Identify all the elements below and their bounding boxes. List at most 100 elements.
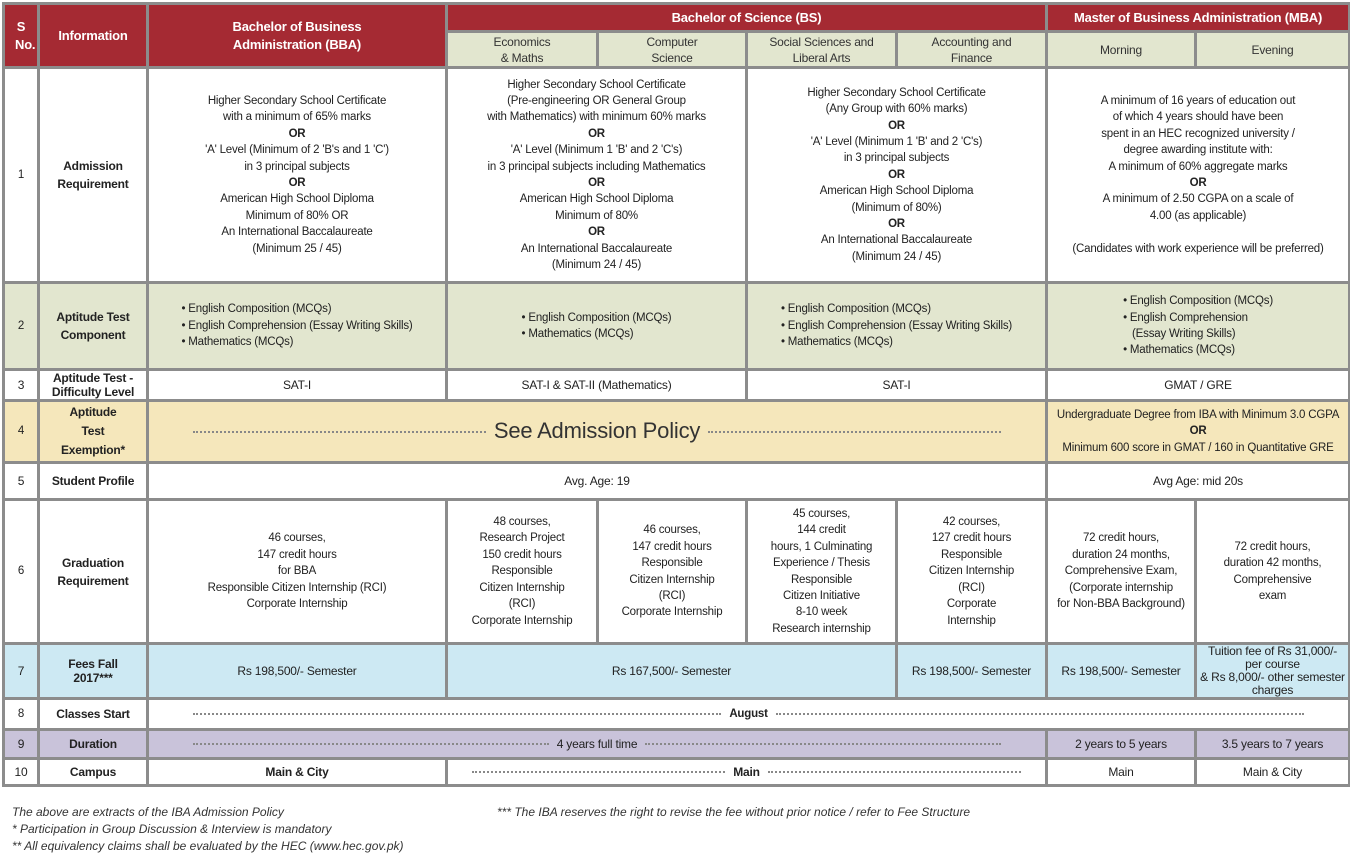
row-difficulty-level: 3 Aptitude Test - Difficulty Level SAT-I…: [2, 368, 1350, 402]
footnote-hec: ** All equivalency claims shall be evalu…: [12, 839, 404, 853]
undergrad-duration: 4 years full time: [556, 736, 638, 751]
row-campus: 10 Campus Main & City Main Main Main & C…: [2, 757, 1350, 787]
row-number: 3: [2, 368, 40, 402]
text-line: with a minimum of 65% marks: [223, 111, 371, 124]
text-line: • English Comprehension: [1123, 311, 1248, 324]
text-line: (Pre-engineering OR General Group: [507, 94, 686, 107]
or-separator: OR: [888, 218, 905, 231]
text-line: in 3 principal subjects including Mathem…: [487, 160, 706, 173]
row-graduation-requirement: 6 Graduation Requirement 46 courses, 147…: [2, 498, 1350, 645]
or-separator: OR: [288, 177, 306, 189]
text-line: • English Composition (MCQs): [1123, 295, 1273, 308]
bs-campus: Main: [733, 764, 760, 779]
row-label: Duration: [37, 728, 149, 760]
bba-difficulty: SAT-I: [146, 368, 448, 402]
text-line: in 3 principal subjects: [843, 152, 950, 165]
text-line: spent in an HEC recognized university /: [1101, 127, 1295, 140]
mba-exemption: Undergraduate Degree from IBA with Minim…: [1044, 399, 1350, 464]
mba-profile: Avg Age: mid 20s: [1044, 461, 1350, 501]
header-information: Information: [37, 2, 149, 69]
row-label: Admission Requirement: [37, 66, 149, 284]
bs-econ-cs-difficulty: SAT-I & SAT-II (Mathematics): [445, 368, 748, 402]
mba-morning-fee: Rs 198,500/- Semester: [1045, 642, 1197, 700]
text-line: A minimum of 60% aggregate marks: [1108, 160, 1288, 173]
bs-ss-af-difficulty: SAT-I: [745, 368, 1048, 402]
text-line: of which 4 years should have been: [1112, 111, 1284, 124]
header-mba: Master of Business Administration (MBA): [1044, 2, 1350, 33]
bs-econ-cs-admission: Higher Secondary School Certificate (Pre-…: [445, 66, 748, 284]
text-line: (Essay Writing Skills): [1123, 328, 1236, 340]
or-separator: OR: [588, 127, 605, 140]
text-line: • Mathematics (MCQs): [521, 328, 634, 340]
text-line: with Mathematics) with minimum 60% marks: [487, 111, 706, 124]
mba-morning-duration: 2 years to 5 years: [1045, 728, 1197, 760]
text-line: degree awarding institute with:: [1123, 144, 1273, 157]
row-test-exemption: 4 Aptitude Test Exemption* See Admission…: [2, 399, 1350, 464]
text-line: 'A' Level (Minimum of 2 'B's and 1 'C'): [205, 144, 389, 157]
text-line: • English Composition (MCQs): [181, 303, 332, 316]
bba-campus: Main & City: [146, 757, 448, 787]
mba-evening-duration: 3.5 years to 7 years: [1193, 728, 1350, 760]
bs-ss-af-admission: Higher Secondary School Certificate (Any …: [745, 66, 1048, 284]
row-number: 2: [2, 281, 40, 371]
mba-morning-campus: Main: [1045, 757, 1197, 787]
text-line: Higher Secondary School Certificate: [807, 86, 986, 99]
or-separator: OR: [588, 226, 605, 239]
header-sno: S No.: [2, 2, 40, 69]
af-fee: Rs 198,500/- Semester: [895, 642, 1048, 700]
bba-admission: Higher Secondary School Certificate with …: [146, 66, 448, 284]
bba-aptitude-list: • English Composition (MCQs) • English Co…: [181, 301, 412, 350]
text-line: (Minimum 24 / 45): [851, 250, 942, 263]
bs-ss-af-aptitude-list: • English Composition (MCQs) • English Co…: [781, 301, 1012, 350]
econ-graduation: 48 courses, Research Project 150 credit …: [445, 498, 599, 645]
row-classes-start: 8 Classes Start August: [2, 697, 1350, 731]
header-evening: Evening: [1193, 30, 1350, 69]
row-number: 7: [2, 642, 40, 700]
text-line: • Mathematics (MCQs): [1123, 344, 1235, 357]
text-line: (Minimum of 80%): [851, 201, 942, 214]
bba-graduation: 46 courses, 147 credit hours for BBA Res…: [146, 498, 448, 645]
or-separator: OR: [888, 119, 905, 132]
text-line: American High School Diploma: [519, 193, 674, 206]
text-line: • English Comprehension (Essay Writing S…: [780, 319, 1013, 332]
text-line: Undergraduate Degree from IBA with Minim…: [1056, 408, 1340, 421]
header-bba: Bachelor of Business Administration (BBA…: [146, 2, 448, 69]
text-line: A minimum of 2.50 CGPA on a scale of: [1102, 193, 1294, 206]
row-fees: 7 Fees Fall 2017*** Rs 198,500/- Semeste…: [2, 642, 1350, 700]
row-label: Student Profile: [37, 461, 149, 501]
row-number: 10: [2, 757, 40, 787]
row-label: Aptitude Test Exemption*: [37, 399, 149, 464]
row-number: 9: [2, 728, 40, 760]
mba-admission: A minimum of 16 years of education out of…: [1044, 66, 1350, 284]
text-line: Minimum of 80% OR: [245, 209, 349, 222]
footnote-policy: The above are extracts of the IBA Admiss…: [12, 805, 284, 819]
text-line: (Any Group with 60% marks): [825, 103, 968, 116]
row-label: Graduation Requirement: [37, 498, 149, 645]
text-line: American High School Diploma: [220, 193, 374, 206]
text-line: An International Baccalaureate: [520, 242, 673, 255]
see-admission-policy: See Admission Policy: [493, 418, 701, 444]
row-number: 5: [2, 461, 40, 501]
text-line: An International Baccalaureate: [221, 226, 373, 239]
header-morning: Morning: [1045, 30, 1197, 69]
or-separator: OR: [588, 177, 605, 189]
row-duration: 9 Duration 4 years full time 2 years to …: [2, 728, 1350, 760]
header-social-sciences: Social Sciences and Liberal Arts: [745, 30, 898, 69]
header-bs: Bachelor of Science (BS): [445, 2, 1048, 33]
row-admission-requirement: 1 Admission Requirement Higher Secondary…: [2, 66, 1350, 284]
mba-evening-graduation: 72 credit hours, duration 42 months, Com…: [1193, 498, 1350, 645]
or-separator: OR: [888, 168, 905, 181]
mba-aptitude-list: • English Composition (MCQs) • English Co…: [1123, 293, 1273, 359]
text-line: A minimum of 16 years of education out: [1100, 94, 1296, 107]
row-label: Campus: [37, 757, 149, 787]
header-accounting-finance: Accounting and Finance: [895, 30, 1048, 69]
undergrad-profile: Avg. Age: 19: [146, 461, 1048, 501]
or-separator: OR: [1189, 425, 1207, 438]
row-number: 4: [2, 399, 40, 464]
row-label: Fees Fall 2017***: [37, 642, 149, 700]
mba-difficulty: GMAT / GRE: [1044, 368, 1350, 402]
row-number: 1: [2, 66, 40, 284]
text-line: An International Baccalaureate: [820, 234, 973, 247]
text-line: Higher Secondary School Certificate: [207, 94, 387, 107]
af-graduation: 42 courses, 127 credit hours Responsible…: [895, 498, 1048, 645]
